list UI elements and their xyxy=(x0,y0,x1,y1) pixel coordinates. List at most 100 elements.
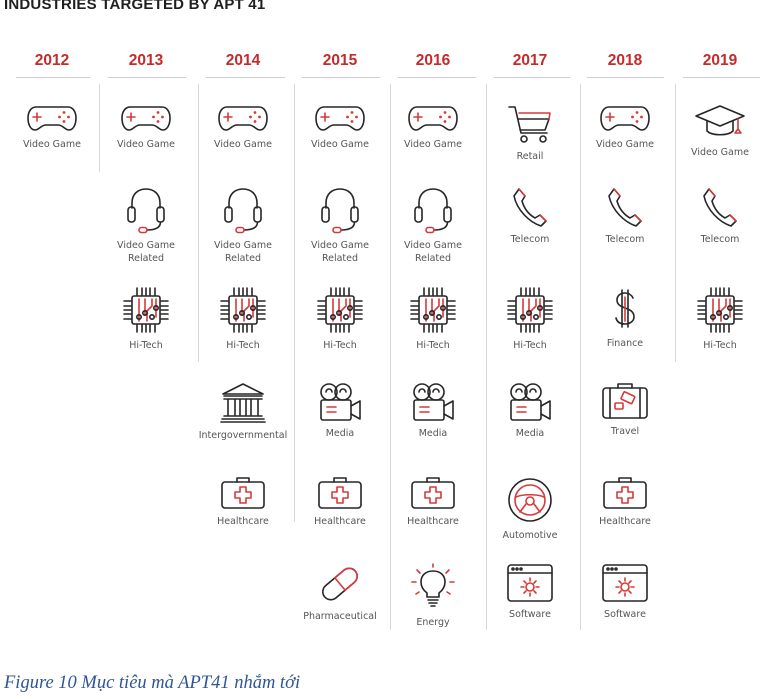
industry-label: Video Game Related xyxy=(404,240,462,264)
industry-label: Telecom xyxy=(510,234,550,245)
medical-kit-icon xyxy=(292,476,388,510)
industry-label: Energy xyxy=(416,617,450,628)
telephone-icon xyxy=(577,186,673,228)
industry-item: Video Game xyxy=(4,103,100,152)
industry-item: Energy xyxy=(385,563,481,630)
industry-label: Video Game xyxy=(214,139,272,150)
industry-item: Software xyxy=(482,563,578,622)
pill-icon xyxy=(285,563,395,605)
year-underline xyxy=(16,77,90,78)
column-divider xyxy=(198,84,199,362)
industry-item: Media xyxy=(385,382,481,441)
year-heading: 2013 xyxy=(128,52,164,69)
year-underline xyxy=(108,77,186,78)
industry-item: Video Game Related xyxy=(195,186,291,265)
shopping-cart-icon xyxy=(482,103,578,145)
year-underline xyxy=(587,77,664,78)
industry-item: Healthcare xyxy=(385,476,481,529)
telephone-icon xyxy=(672,186,768,228)
year-heading: 2015 xyxy=(322,52,358,69)
telephone-icon xyxy=(482,186,578,228)
industry-item: Finance xyxy=(577,286,673,351)
gamepad-icon xyxy=(292,103,388,133)
column-divider xyxy=(99,84,100,172)
industry-label: Hi-Tech xyxy=(513,340,547,351)
headset-icon xyxy=(385,186,481,234)
column-divider xyxy=(486,84,487,630)
industry-label: Telecom xyxy=(605,234,645,245)
chip-icon xyxy=(195,286,291,334)
industry-item: Hi-Tech xyxy=(672,286,768,353)
industry-label: Video Game xyxy=(404,139,462,150)
industry-label: Intergovernmental xyxy=(198,430,288,441)
year-underline xyxy=(494,77,570,78)
year-underline xyxy=(302,77,380,78)
year-heading: 2017 xyxy=(512,52,548,69)
film-camera-icon xyxy=(482,382,578,422)
year-underline xyxy=(398,77,476,78)
headset-icon xyxy=(195,186,291,234)
government-building-icon xyxy=(188,382,298,424)
industry-label: Healthcare xyxy=(599,516,651,527)
software-window-icon xyxy=(577,563,673,603)
industry-label: Software xyxy=(509,609,551,620)
column-divider xyxy=(390,84,391,630)
industry-item: Software xyxy=(577,563,673,622)
gamepad-icon xyxy=(195,103,291,133)
chip-icon xyxy=(482,286,578,334)
industry-item: Telecom xyxy=(482,186,578,247)
industry-label: Video Game xyxy=(23,139,81,150)
gamepad-icon xyxy=(4,103,100,133)
year-heading: 2019 xyxy=(702,52,738,69)
industry-item: Healthcare xyxy=(292,476,388,529)
steering-wheel-icon xyxy=(482,476,578,524)
headset-icon xyxy=(292,186,388,234)
film-camera-icon xyxy=(385,382,481,422)
industry-label: Healthcare xyxy=(407,516,459,527)
year-heading: 2014 xyxy=(225,52,261,69)
year-heading: 2016 xyxy=(415,52,451,69)
industry-item: Hi-Tech xyxy=(195,286,291,353)
industry-item: Healthcare xyxy=(577,476,673,529)
medical-kit-icon xyxy=(577,476,673,510)
industry-item: Video Game xyxy=(577,103,673,152)
industry-item: Video Game xyxy=(195,103,291,152)
industry-label: Pharmaceutical xyxy=(303,611,377,622)
industry-item: Video Game Related xyxy=(385,186,481,265)
film-camera-icon xyxy=(292,382,388,422)
industry-label: Video Game xyxy=(691,147,749,158)
industry-item: Video Game xyxy=(672,103,768,160)
industry-label: Video Game Related xyxy=(214,240,272,264)
column-divider xyxy=(675,84,676,362)
industry-item: Automotive xyxy=(482,476,578,543)
light-bulb-icon xyxy=(385,563,481,611)
industry-item: Intergovernmental xyxy=(188,382,298,443)
industry-item: Video Game Related xyxy=(292,186,388,265)
industry-label: Video Game xyxy=(117,139,175,150)
industry-label: Hi-Tech xyxy=(323,340,357,351)
industry-label: Media xyxy=(515,428,545,439)
industry-item: Video Game xyxy=(385,103,481,152)
industry-item: Video Game Related xyxy=(98,186,194,265)
industry-label: Software xyxy=(604,609,646,620)
industry-label: Automotive xyxy=(502,530,558,541)
headset-icon xyxy=(98,186,194,234)
year-underline xyxy=(206,77,285,78)
industry-label: Finance xyxy=(606,338,644,349)
chip-icon xyxy=(672,286,768,334)
figure-caption: Figure 10 Mục tiêu mà APT41 nhắm tới xyxy=(4,673,301,693)
industry-item: Hi-Tech xyxy=(482,286,578,353)
industry-item: Travel xyxy=(577,382,673,439)
industry-label: Retail xyxy=(516,151,544,162)
chip-icon xyxy=(385,286,481,334)
industry-item: Retail xyxy=(482,103,578,164)
industry-item: Media xyxy=(292,382,388,441)
industry-label: Video Game xyxy=(311,139,369,150)
industry-item: Healthcare xyxy=(195,476,291,529)
industry-item: Media xyxy=(482,382,578,441)
industry-item: Hi-Tech xyxy=(98,286,194,353)
column-divider xyxy=(580,84,581,630)
industry-item: Video Game xyxy=(98,103,194,152)
industry-item: Hi-Tech xyxy=(292,286,388,353)
medical-kit-icon xyxy=(385,476,481,510)
